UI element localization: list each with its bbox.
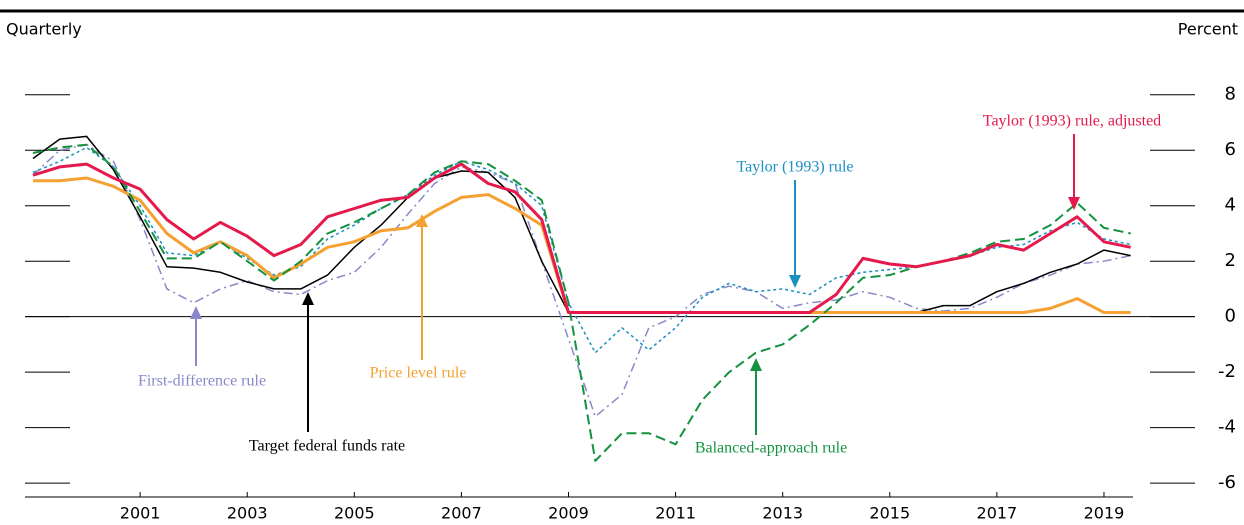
legend-label: Taylor (1993) rule [736,159,853,176]
legend-label: Taylor (1993) rule, adjusted [983,113,1161,130]
series-line [32,135,1131,314]
y-tick-label: -4 [1218,417,1236,438]
unit-label: Percent [1178,20,1238,39]
x-tick-label: 2011 [655,504,696,523]
legend-label: Balanced-approach rule [695,440,847,457]
y-tick-label: -2 [1218,361,1236,382]
series-line [33,176,1131,314]
x-tick-label: 2017 [977,504,1018,523]
legend-label: Price level rule [370,365,467,382]
arrow-head [416,214,428,227]
x-tick-label: 2007 [441,504,482,523]
series-line [32,162,1132,314]
arrow-head [190,306,202,319]
frequency-label: Quarterly [6,20,82,39]
arrow-head [750,358,762,371]
legend-label: Target federal funds rate [249,438,405,455]
legend-label: First-difference rule [138,373,266,390]
y-tick-label: 2 [1225,250,1236,271]
y-tick-label: 6 [1225,139,1236,160]
y-tick-label: 8 [1225,84,1236,105]
x-tick-label: 2001 [120,504,161,523]
series-line [32,143,1131,462]
arrow-head [789,275,801,288]
y-tick-label: 4 [1225,195,1236,216]
x-tick-label: 2019 [1084,504,1125,523]
arrow-head [1068,197,1080,210]
y-tick-label: 0 [1225,306,1236,327]
x-tick-label: 2009 [548,504,589,523]
y-tick-label: -6 [1218,472,1236,493]
x-tick-label: 2005 [334,504,375,523]
x-tick-label: 2013 [762,504,803,523]
x-tick-label: 2015 [869,504,910,523]
x-tick-label: 2003 [227,504,268,523]
arrow-head [302,292,314,305]
